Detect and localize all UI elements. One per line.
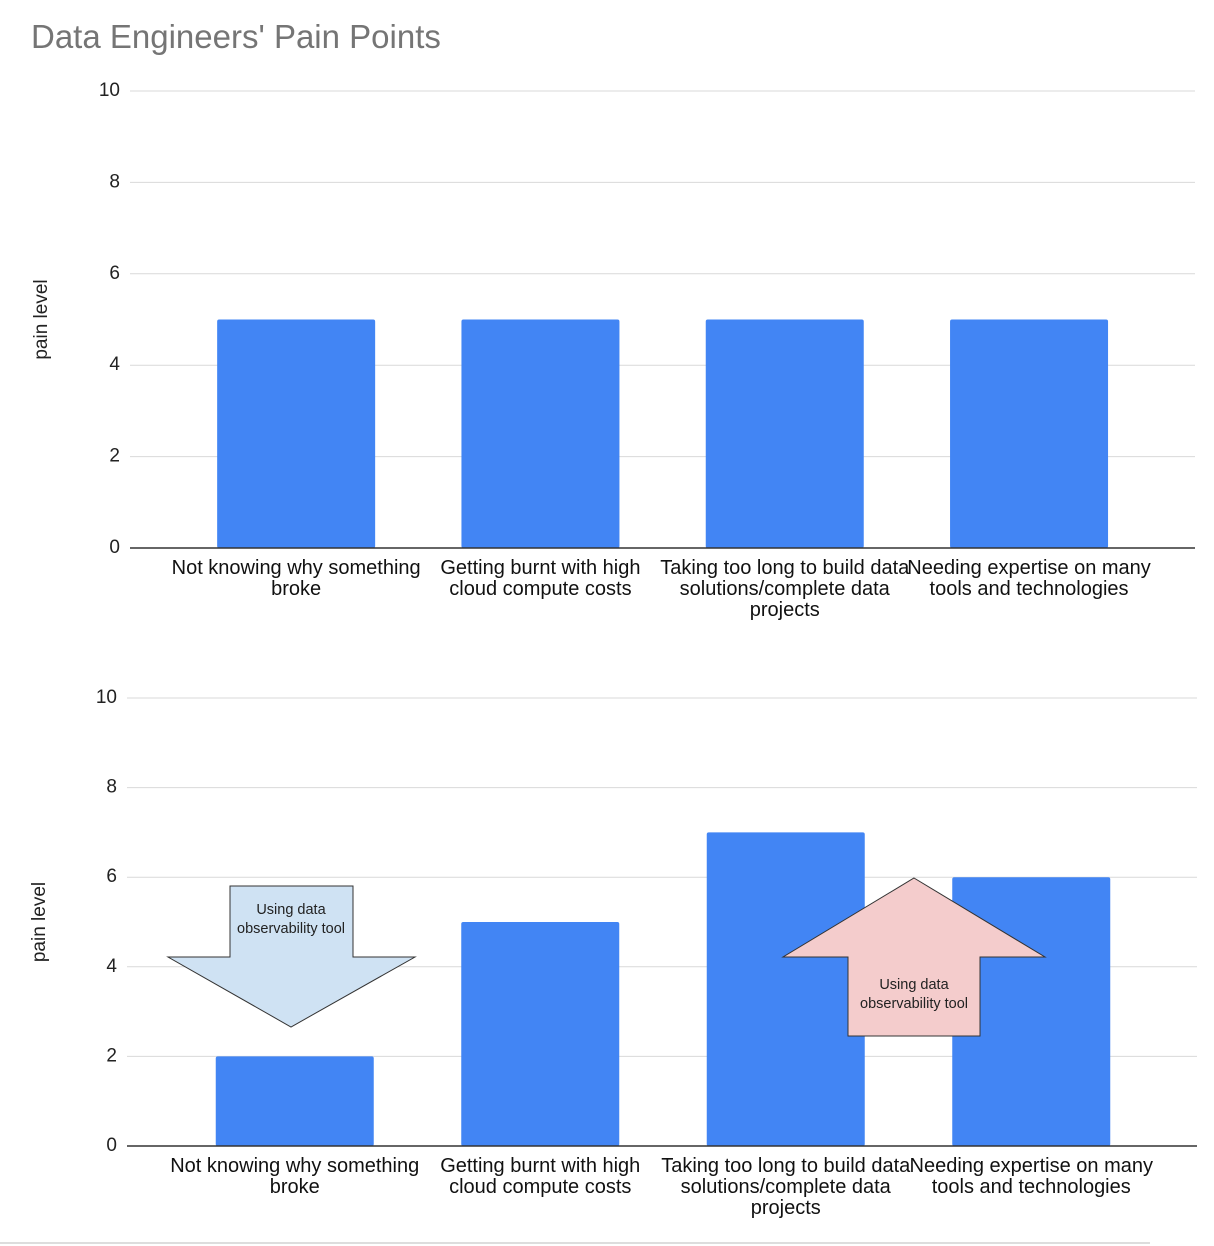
y-tick-label: 0 <box>109 537 120 558</box>
chart-title: Data Engineers' Pain Points <box>31 18 441 55</box>
x-tick-label: Needing expertise on many tools and tech… <box>909 1155 1153 1198</box>
x-tick-label: Getting burnt with high cloud compute co… <box>440 1155 641 1198</box>
y-axis-label: pain level <box>29 882 50 962</box>
y-tick-label: 10 <box>99 80 120 101</box>
y-tick-label: 10 <box>96 687 117 708</box>
x-tick-label: Getting burnt with high cloud compute co… <box>440 557 641 600</box>
bar <box>950 319 1109 548</box>
y-tick-label: 8 <box>106 777 117 798</box>
x-tick-label: Taking too long to build data solutions/… <box>661 1155 911 1219</box>
y-axis-label: pain level <box>31 279 52 359</box>
bar <box>215 1056 374 1146</box>
x-tick-label: Taking too long to build data solutions/… <box>660 557 910 621</box>
y-tick-label: 4 <box>106 956 117 977</box>
annotation-text: Using data observability tool <box>860 977 968 1012</box>
y-tick-label: 8 <box>109 171 120 192</box>
bar <box>461 319 620 548</box>
annotation-text: Using data observability tool <box>237 902 345 937</box>
arrow-up <box>781 877 1047 1037</box>
x-tick-label: Not knowing why something broke <box>170 1155 420 1198</box>
y-tick-label: 6 <box>109 263 120 284</box>
x-tick-label: Not knowing why something broke <box>171 557 421 600</box>
x-tick-label: Needing expertise on many tools and tech… <box>907 557 1151 600</box>
bar <box>705 319 864 548</box>
y-tick-label: 0 <box>106 1135 117 1156</box>
y-tick-label: 2 <box>109 446 120 467</box>
y-tick-label: 4 <box>109 354 120 375</box>
bar <box>461 922 620 1146</box>
bar <box>217 319 376 548</box>
y-tick-label: 6 <box>106 866 117 887</box>
y-tick-label: 2 <box>106 1045 117 1066</box>
arrow-down <box>166 885 417 1028</box>
bar <box>706 832 865 1146</box>
